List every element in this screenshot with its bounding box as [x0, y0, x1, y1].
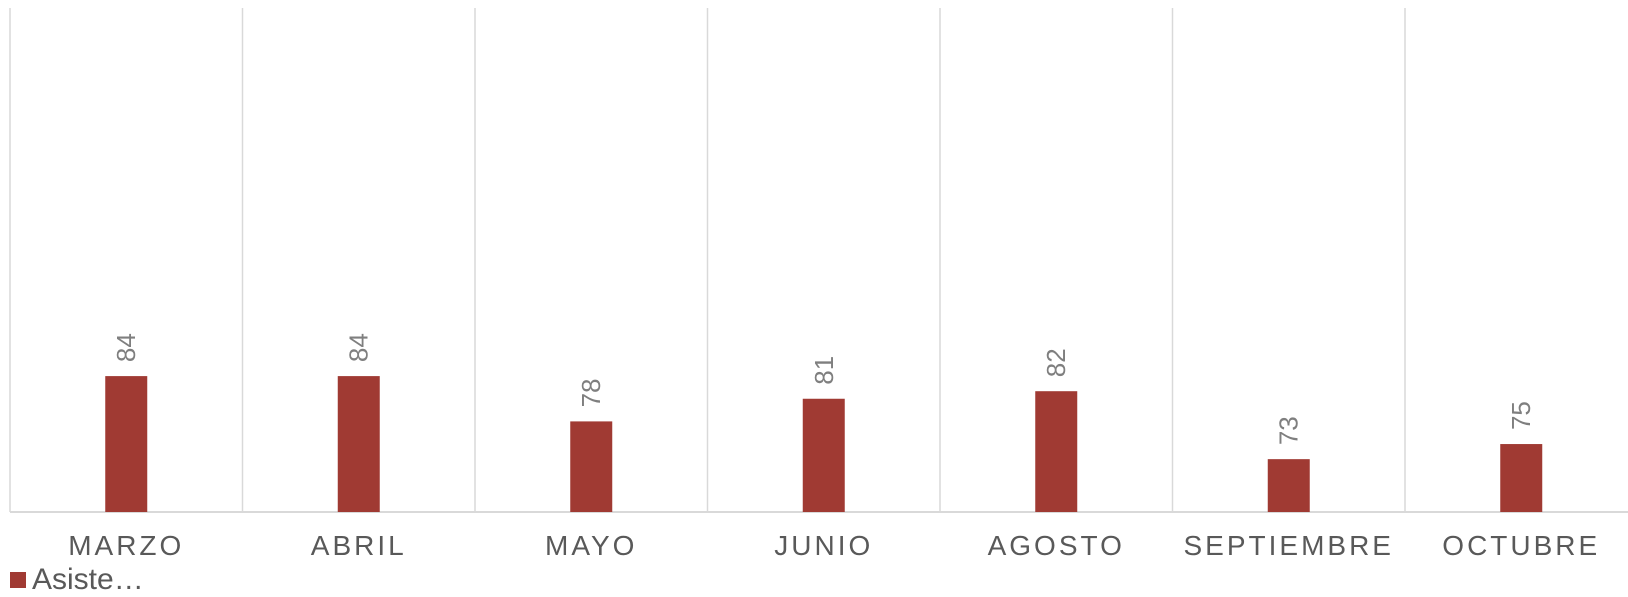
bar-septiembre[interactable]	[1267, 459, 1310, 512]
grid-layer	[9, 8, 1628, 513]
data-label-septiembre: 73	[1274, 416, 1304, 445]
data-label-octubre: 75	[1506, 401, 1536, 430]
data-label-abril: 84	[344, 333, 374, 362]
legend-swatch	[10, 572, 26, 588]
bar-layer	[105, 376, 1543, 512]
category-label-layer: MARZO ABRIL MAYO JUNIO AGOSTO SEPTIEMBRE OCTUB…	[68, 530, 1600, 560]
bar-marzo[interactable]	[105, 376, 148, 512]
category-label-marzo: MARZO	[68, 530, 184, 560]
data-label-marzo: 84	[111, 333, 141, 362]
legend[interactable]: Asiste…	[10, 563, 144, 597]
bar-abril[interactable]	[337, 376, 380, 512]
data-label-junio: 81	[809, 356, 839, 385]
category-label-octubre: OCTUBRE	[1442, 530, 1600, 560]
bar-agosto[interactable]	[1035, 391, 1078, 512]
data-label-mayo: 78	[576, 378, 606, 407]
category-label-mayo: MAYO	[545, 530, 637, 560]
legend-label: Asiste…	[32, 563, 144, 596]
category-label-junio: JUNIO	[774, 530, 873, 560]
bar-octubre[interactable]	[1500, 444, 1543, 512]
data-label-agosto: 82	[1041, 348, 1071, 377]
category-label-septiembre: SEPTIEMBRE	[1184, 530, 1394, 560]
bar-chart: 84 84 78 81 82 73 75 MARZO ABRIL MAYO JUNIO AGOSTO…	[9, 8, 1628, 560]
data-label-layer: 84 84 78 81 82 73 75	[111, 333, 1536, 445]
category-label-abril: ABRIL	[311, 530, 407, 560]
category-label-agosto: AGOSTO	[988, 530, 1125, 560]
bar-mayo[interactable]	[570, 421, 613, 512]
bar-junio[interactable]	[802, 398, 845, 512]
